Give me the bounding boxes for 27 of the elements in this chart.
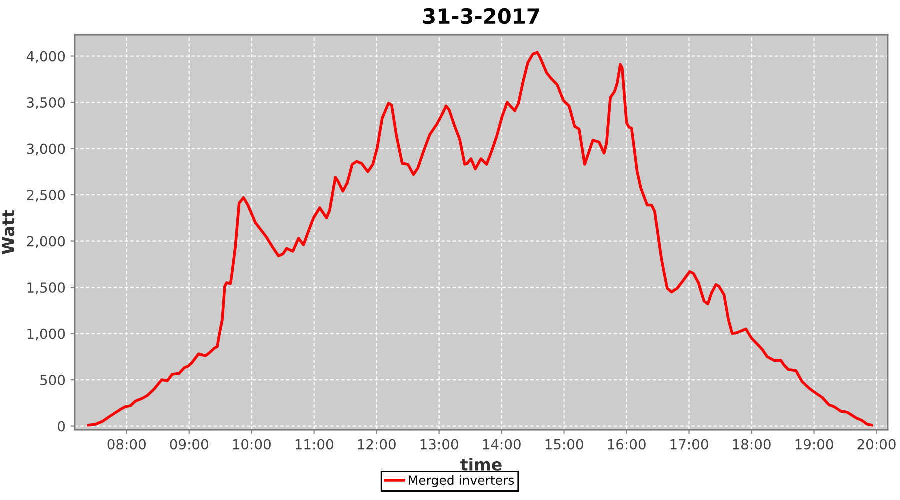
y-tick-label: 2,500 — [27, 190, 66, 202]
y-tick-label: 0 — [58, 421, 66, 432]
x-tick-label: 15:00 — [546, 439, 584, 450]
y-tick-label: 1,000 — [28, 328, 66, 341]
y-tick-label: 1,500 — [28, 282, 66, 294]
x-tick-label: 09:00 — [170, 439, 208, 450]
x-tick-label: 11:00 — [296, 439, 334, 450]
legend-label: Merged inverters — [409, 475, 514, 488]
x-tick-label: 18:00 — [733, 439, 771, 450]
x-tick-label: 19:00 — [796, 439, 834, 450]
x-tick-label: 08:00 — [108, 439, 146, 450]
x-tick-label: 10:00 — [233, 439, 271, 450]
x-tick-label: 13:00 — [420, 439, 458, 450]
x-tick-label: 12:00 — [358, 439, 396, 450]
y-tick-label: 500 — [40, 375, 66, 386]
x-tick-label: 20:00 — [858, 439, 896, 450]
y-tick-label: 4,000 — [26, 51, 66, 64]
chart-title: 31-3-2017 — [424, 8, 540, 24]
x-axis-title: time — [460, 458, 502, 471]
y-axis-title: Watt — [2, 210, 15, 254]
x-tick-label: 16:00 — [608, 439, 646, 450]
y-tick-label: 2,000 — [27, 236, 66, 248]
y-tick-label: 3,500 — [27, 98, 66, 110]
line-series — [87, 51, 874, 427]
x-tick-label: 17:00 — [670, 439, 708, 450]
x-tick-label: 14:00 — [483, 439, 521, 450]
y-tick-label: 3,000 — [27, 144, 66, 156]
